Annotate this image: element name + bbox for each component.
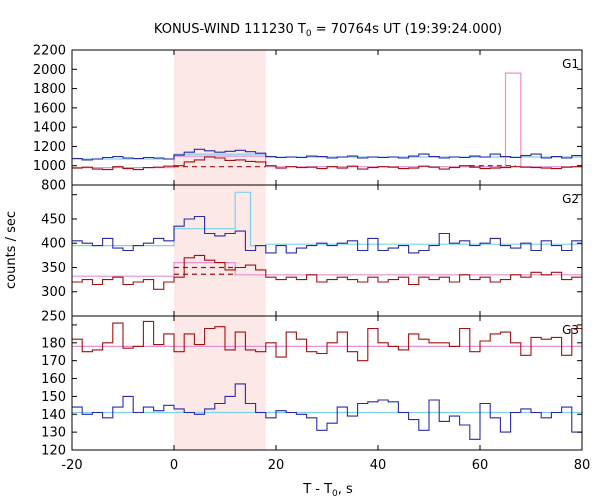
panel-g2-series-1 [72,215,582,254]
panel-g3-plot-area [72,320,582,440]
plot-layer [72,72,582,440]
chart-title-subscript: 0 [306,29,312,39]
panel-g1-plot-area [72,72,582,171]
panel-g2-label: G2 [562,192,579,206]
panel-g1-y-tick-label: 2000 [33,63,66,78]
x-tick-label: 20 [268,458,285,473]
panel-g1-fit-line-2 [72,72,582,169]
panel-g2-frame [71,184,583,317]
panel-g1-y-tick-label: 1200 [33,140,66,155]
panel-g2-series-2 [72,254,582,290]
panel-g3-y-tick-label: 130 [41,426,66,441]
panel-g1-series-2 [72,156,582,171]
panel-g3-y-tick-label: 170 [41,354,66,369]
x-tick-label: 0 [170,458,178,473]
panel-g3-y-tick-label: 140 [41,408,66,423]
panel-g1-y-tick-label: 1600 [33,101,66,116]
panel-g3-series-1 [72,383,582,440]
panel-g2-y-tick-label: 450 [41,212,66,227]
frame-layer [71,49,583,451]
chart-title-rest: = 70764s UT (19:39:24.000) [312,22,502,37]
panel-g3-frame [71,315,583,451]
chart-title-main: KONUS-WIND 111230 T [154,22,306,37]
panel-g2-fit-line-1 [72,191,582,247]
x-axis-label: T - T0, s [302,482,353,499]
panel-g1-y-tick-label: 2200 [33,44,66,59]
panel-g3-label: G3 [562,323,579,337]
panel-g3-y-tick-label: 160 [41,372,66,387]
panel-g1-y-tick-label: 1800 [33,82,66,97]
panel-g3-y-tick-label: 150 [41,390,66,405]
x-tick-label: 80 [574,458,591,473]
x-tick-label: 60 [472,458,489,473]
x-axis-label-main: T - T [302,482,332,497]
panel-g2-y-tick-label: 300 [41,285,66,300]
panel-g2-plot-area [72,191,582,290]
y-axis-label: counts / sec [4,211,19,289]
panel-g1-y-tick-label: 1000 [33,159,66,174]
panel-g1-label: G1 [562,57,579,71]
panel-g1-series-1 [72,148,582,161]
panel-g1-y-tick-label: 1400 [33,121,66,136]
panel-g2-y-tick-label: 350 [41,261,66,276]
panel-g3-series-2 [72,320,582,362]
x-tick-label: -20 [61,458,82,473]
panel-g2-y-tick-label: 400 [41,237,66,252]
chart-title: KONUS-WIND 111230 T0 = 70764s UT (19:39:… [154,22,502,39]
panel-g2-fit-line-2 [72,262,582,277]
x-tick-label: 40 [370,458,387,473]
panel-g3-y-tick-label: 180 [41,336,66,351]
x-axis-label-rest: , s [338,482,353,497]
x-axis-label-subscript: 0 [332,489,338,499]
panel-g2-y-tick-label: 250 [41,310,66,325]
panel-g3-y-tick-label: 120 [41,444,66,459]
label-layer: 8001000120014001600180020002200G12503003… [33,44,590,474]
panel-g1-y-tick-label: 800 [41,179,66,194]
